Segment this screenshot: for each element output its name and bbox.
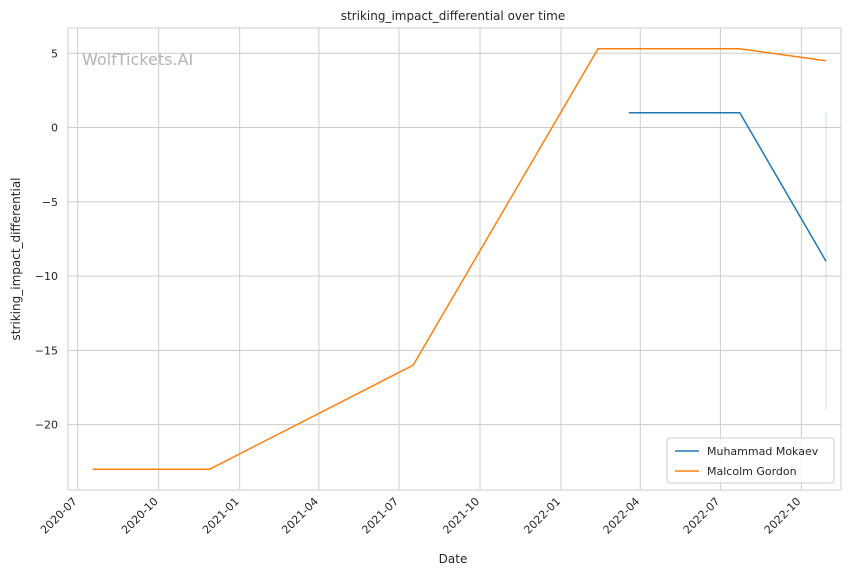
x-axis-label: Date [439,552,468,566]
series-line-malcolm-gordon [92,48,827,470]
legend-box [666,437,835,484]
y-tick-label: 0 [51,122,58,135]
y-tick-label: −20 [35,419,58,432]
y-axis-ticks: 5 0 −5 −10 −15 −20 [35,47,58,431]
watermark-text: WolfTickets.AI [82,50,193,69]
chart-title: striking_impact_differential over time [341,9,566,23]
y-tick-label: −10 [35,270,58,283]
y-tick-label: 5 [51,47,58,60]
series-line-muhammad-mokaev [628,111,827,262]
grid-lines [68,28,841,490]
y-axis-label: striking_impact_differential [9,177,23,340]
series-layer [92,48,827,470]
y-tick-label: −15 [35,344,58,357]
legend-label-muhammad-mokaev: Muhammad Mokaev [707,445,819,458]
plot-frame [67,27,842,491]
legend-label-malcolm-gordon: Malcolm Gordon [707,465,797,478]
legend: Muhammad Mokaev Malcolm Gordon [666,437,835,484]
y-tick-label: −5 [42,196,58,209]
